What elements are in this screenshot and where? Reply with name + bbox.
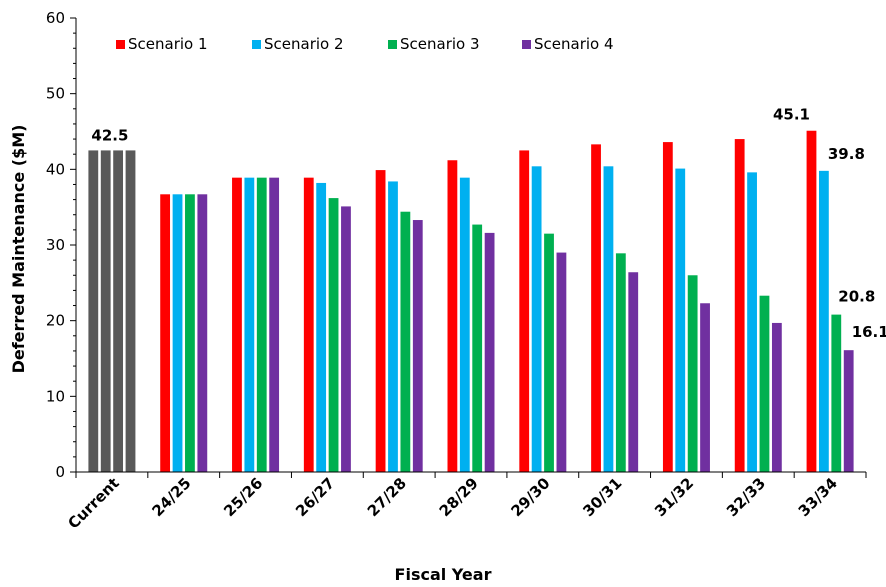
x-tick-label: 25/26 [220,474,266,520]
x-axis-title: Fiscal Year [395,565,492,584]
bar-scenario-4 [197,194,208,473]
bar-scenario-4 [269,177,280,472]
bar-scenario-3 [185,194,195,473]
bar-scenario-2 [603,166,614,472]
x-tick-label: 27/28 [364,474,410,520]
x-tick-label: 29/30 [508,474,554,520]
bar-scenario-3 [472,224,483,472]
bar-scenario-2 [531,166,542,472]
data-label: 39.8 [828,145,865,163]
data-label: 16.1 [852,323,886,341]
y-tick-label: 10 [46,387,65,405]
bar-scenario-1 [160,194,171,473]
bar-scenario-4 [341,206,351,472]
bar-scenario-3 [400,211,411,472]
bar-scenario-1 [806,130,817,473]
bar-scenario-3 [831,314,842,472]
legend-label: Scenario 1 [128,35,208,53]
bar-current [113,150,124,473]
legend-label: Scenario 4 [534,35,614,53]
x-tick-label: 28/29 [436,474,482,520]
bar-scenario-3 [759,295,770,472]
x-tick-label: 33/34 [795,474,841,520]
x-tick-label: 30/31 [579,474,625,520]
y-tick-label: 20 [46,312,65,330]
data-label: 45.1 [773,106,810,124]
bars-layer [88,130,854,473]
bar-scenario-1 [447,160,458,472]
legend-swatch [388,40,397,49]
y-tick-label: 30 [46,236,65,254]
legend-label: Scenario 2 [264,35,344,53]
bar-scenario-2 [747,172,757,473]
bar-scenario-1 [591,144,601,473]
x-tick-label: 26/27 [292,474,338,520]
data-label-current: 42.5 [91,126,128,144]
legend-swatch [116,40,125,49]
x-tick-label: Current [64,474,122,532]
bar-scenario-2 [388,181,398,472]
bar-scenario-1 [375,170,386,472]
bar-scenario-2 [244,177,255,472]
bar-scenario-3 [544,233,554,472]
bar-current [88,150,99,473]
bar-scenario-2 [459,177,470,472]
bar-scenario-4 [412,220,423,472]
bar-scenario-1 [734,139,745,472]
y-tick-label: 40 [46,160,65,178]
x-tick-label: 31/32 [651,474,697,520]
axes-layer [70,17,867,478]
legend-swatch [252,40,261,49]
bar-scenario-1 [519,150,530,473]
bar-scenario-3 [328,198,339,472]
bar-scenario-4 [556,252,567,472]
y-tick-label: 50 [46,85,65,103]
bar-scenario-1 [662,142,673,472]
bar-scenario-2 [675,168,686,472]
bar-scenario-3 [615,253,626,472]
y-axis-title: Deferred Maintenance ($M) [9,125,28,374]
bar-scenario-2 [818,170,829,472]
bar-current [125,150,136,473]
bar-scenario-4 [771,322,782,472]
bar-scenario-1 [232,177,242,472]
bar-current [100,150,111,473]
data-label: 20.8 [838,288,875,306]
legend-label: Scenario 3 [400,35,480,53]
bar-scenario-4 [843,350,854,472]
legend-swatch [522,40,531,49]
legend: Scenario 1 Scenario 2 Scenario 3 Scenario 4 [116,35,614,53]
bar-scenario-2 [172,194,183,473]
bar-scenario-4 [700,303,710,472]
bar-scenario-4 [484,232,495,472]
y-tick-label: 0 [55,463,65,481]
bar-scenario-3 [256,177,267,472]
bar-scenario-2 [316,182,327,472]
bar-scenario-3 [687,275,698,472]
bar-scenario-4 [628,272,639,472]
y-tick-label: 60 [46,9,65,27]
x-tick-label: 24/25 [148,474,194,520]
x-tick-label: 32/33 [723,474,769,520]
bar-scenario-1 [303,177,314,472]
